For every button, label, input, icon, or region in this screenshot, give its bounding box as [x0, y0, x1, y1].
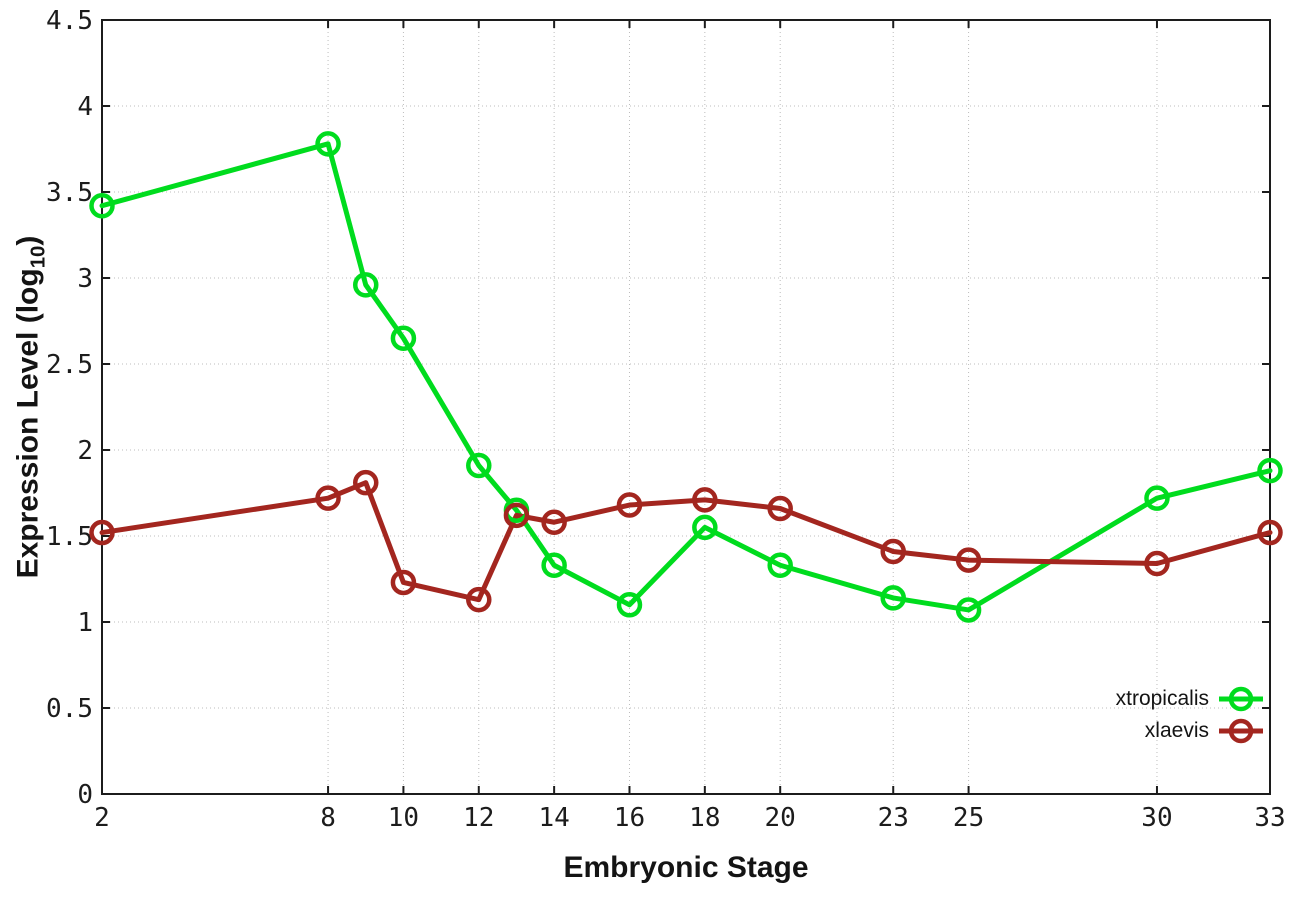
- series-line-xtropicalis: [99, 141, 1273, 613]
- data-point-xtropicalis: [390, 325, 417, 351]
- data-point-xlaevis: [390, 569, 417, 596]
- data-point-xlaevis: [880, 538, 906, 565]
- plot-border: [101, 19, 1271, 795]
- x-tick-label: 16: [614, 803, 645, 833]
- legend-item-xtropicalis: xtropicalis: [1116, 683, 1264, 715]
- x-tick-label: 25: [953, 803, 984, 833]
- data-point-xtropicalis: [89, 193, 115, 219]
- data-point-xlaevis: [692, 487, 718, 513]
- y-tick-label: 1: [77, 608, 93, 638]
- x-tick-label: 14: [538, 803, 569, 833]
- x-tick-label: 33: [1254, 803, 1285, 833]
- x-tick-label: 20: [765, 803, 796, 833]
- data-point-xtropicalis: [541, 552, 567, 578]
- legend-label-xtropicalis: xtropicalis: [1115, 687, 1209, 710]
- y-tick-label: 3: [77, 264, 93, 294]
- data-point-xtropicalis: [1257, 457, 1283, 484]
- legend-item-xlaevis: xlaevis: [1116, 715, 1264, 747]
- y-axis-label-suffix: ): [11, 235, 45, 246]
- x-axis-label: Embryonic Stage: [563, 851, 809, 884]
- data-point-xlaevis: [89, 519, 115, 546]
- legend: xtropicalis xlaevis: [1116, 683, 1264, 747]
- data-point-xlaevis: [352, 469, 379, 496]
- x-tick-label: 8: [320, 803, 336, 833]
- data-point-xlaevis: [541, 509, 567, 535]
- data-point-xlaevis: [466, 586, 492, 613]
- y-tick-label: 4.5: [46, 6, 93, 36]
- data-point-xtropicalis: [692, 514, 718, 541]
- data-point-xtropicalis: [352, 272, 379, 298]
- data-point-xlaevis: [315, 485, 341, 511]
- legend-marker-xtropicalis: [1219, 686, 1263, 712]
- data-point-xtropicalis: [616, 592, 643, 618]
- data-point-xtropicalis: [466, 452, 492, 479]
- data-point-xtropicalis: [880, 585, 906, 611]
- y-tick-label: 2: [77, 436, 93, 466]
- data-point-xlaevis: [1144, 550, 1170, 577]
- data-point-xtropicalis: [767, 552, 793, 578]
- y-tick-label: 4: [77, 92, 93, 122]
- legend-marker-xlaevis: [1219, 718, 1263, 744]
- x-tick-label: 30: [1141, 803, 1172, 833]
- x-tick-label: 10: [388, 803, 419, 833]
- y-tick-label: 2.5: [46, 350, 93, 380]
- y-axis-label: Expression Level (log10): [12, 236, 51, 579]
- data-point-xtropicalis: [1144, 485, 1170, 511]
- series-line-xlaevis: [99, 480, 1273, 603]
- y-axis-label-text: Expression Level (log: [11, 268, 45, 579]
- x-tick-label: 12: [463, 803, 494, 833]
- y-tick-label: 3.5: [46, 178, 93, 208]
- y-tick-label: 1.5: [46, 522, 93, 552]
- x-tick-label: 23: [878, 803, 909, 833]
- data-point-xlaevis: [955, 547, 982, 573]
- x-tick-label: 18: [689, 803, 720, 833]
- data-point-xtropicalis: [955, 597, 982, 623]
- data-point-xlaevis: [503, 502, 530, 529]
- y-tick-label: 0: [77, 780, 93, 810]
- x-tick-label: 2: [94, 803, 110, 833]
- data-point-xtropicalis: [315, 131, 341, 157]
- data-point-xlaevis: [616, 492, 643, 518]
- data-point-xlaevis: [1257, 519, 1283, 546]
- y-tick-label: 0.5: [46, 694, 93, 724]
- y-axis-label-subscript: 10: [27, 245, 50, 269]
- legend-label-xlaevis: xlaevis: [1144, 719, 1209, 742]
- data-point-xlaevis: [767, 495, 793, 522]
